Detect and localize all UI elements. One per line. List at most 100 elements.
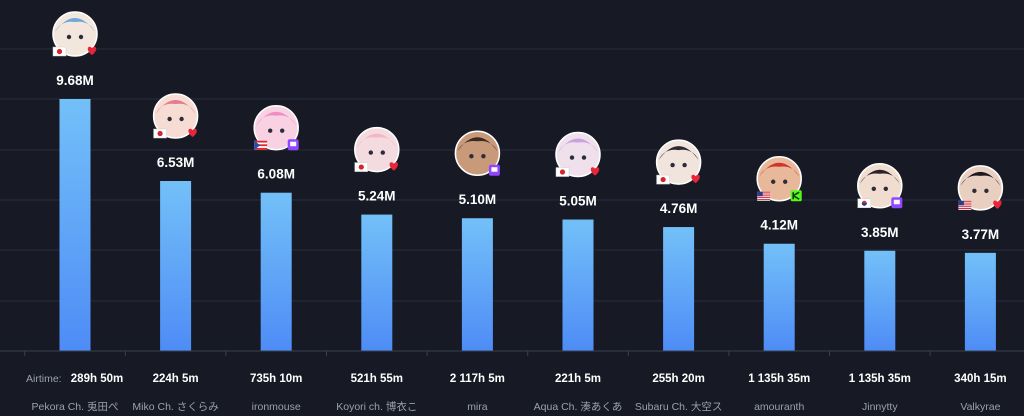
- value-label: 3.77M: [962, 227, 1000, 242]
- value-label: 6.53M: [157, 155, 195, 170]
- avatar-eye: [380, 150, 385, 155]
- category-label: amouranth: [754, 401, 804, 413]
- flag-us-stripe: [958, 204, 972, 206]
- avatar-9: [957, 165, 1004, 211]
- airtime-value: 255h 20m: [652, 373, 704, 385]
- airtime-value: 2 117h 5m: [450, 373, 505, 385]
- value-label: 6.08M: [257, 167, 295, 182]
- flag-kr-half: [861, 203, 867, 206]
- twitch-icon-screen: [893, 199, 900, 205]
- avatar-eye: [783, 179, 788, 184]
- airtime-values: 289h 50m 224h 5m 735h 10m 521h 55m 2 117h 5m…: [71, 373, 1007, 385]
- avatar-eye: [66, 34, 72, 40]
- value-label: 9.68M: [56, 73, 94, 88]
- flag-jp-dot: [660, 176, 666, 183]
- category-label: Valkyrae: [960, 401, 1000, 413]
- airtime-value: 224h 5m: [153, 373, 199, 385]
- bar: [59, 99, 91, 351]
- x-axis: [0, 350, 1024, 356]
- avatar-8: [857, 163, 903, 209]
- flag-us-stripe: [757, 195, 771, 197]
- airtime-value: 340h 15m: [954, 373, 1006, 385]
- airtime-value: 521h 55m: [351, 373, 403, 385]
- flag-us-canton: [757, 191, 763, 197]
- avatar-eye: [469, 154, 474, 159]
- avatar-hair: [256, 111, 297, 126]
- flag-jp-dot: [56, 48, 63, 55]
- value-label: 4.12M: [760, 218, 798, 233]
- avatar-hair: [759, 162, 800, 177]
- avatar-eye: [670, 162, 675, 168]
- flag-jp-dot: [358, 164, 364, 170]
- airtime-value: 1 135h 35m: [748, 373, 810, 385]
- bar: [361, 214, 393, 351]
- avatar-2: [253, 104, 299, 151]
- flag-jp-dot: [157, 130, 163, 137]
- avatar-hair: [55, 18, 95, 32]
- value-label: 5.05M: [559, 194, 597, 209]
- avatar-0: [52, 11, 98, 57]
- youtube-heart-icon: [590, 167, 600, 176]
- avatar-3: [354, 126, 400, 173]
- airtime-value: 221h 5m: [555, 373, 601, 385]
- avatar-eye: [871, 186, 876, 191]
- avatar-6: [655, 139, 702, 185]
- twitch-icon-screen: [491, 167, 498, 172]
- category-label: Jinnytty: [862, 401, 898, 413]
- bar: [763, 243, 795, 351]
- avatar-4: [454, 130, 501, 176]
- value-label: 3.85M: [861, 225, 899, 240]
- airtime-value: 735h 10m: [250, 373, 302, 385]
- bar: [562, 219, 594, 351]
- category-label: Aqua Ch. 湊あくあ: [534, 400, 623, 413]
- bar: [461, 218, 493, 351]
- bar: [964, 252, 996, 351]
- avatar-eye: [268, 128, 273, 133]
- avatar-eye: [682, 162, 687, 168]
- flag-us-stripe: [958, 208, 972, 209]
- avatar-eye: [569, 155, 575, 160]
- flag-pr-stripe: [254, 144, 268, 147]
- avatar-eye: [883, 186, 888, 191]
- flag-us-icon: [757, 191, 771, 201]
- value-label: 5.24M: [358, 189, 396, 204]
- avatar-hair: [356, 133, 397, 148]
- avatar-hair: [658, 146, 699, 161]
- value-label: 5.10M: [459, 192, 497, 207]
- avatar-eye: [179, 116, 184, 122]
- category-label: Koyori ch. 博衣こ: [336, 400, 417, 413]
- category-label: Pekora Ch. 兎田ぺ: [32, 401, 119, 413]
- avatar-7: [756, 155, 802, 202]
- category-label: Subaru Ch. 大空ス: [635, 400, 723, 413]
- avatar-1: [152, 93, 199, 139]
- category-label: mira: [467, 401, 488, 413]
- kick-icon-glyph: [792, 191, 800, 200]
- flag-us-stripe: [757, 193, 771, 195]
- bar: [160, 181, 192, 351]
- airtime-value: 289h 50m: [71, 373, 123, 385]
- bars: [59, 99, 996, 351]
- avatar-eye: [78, 34, 84, 40]
- flag-us-icon: [958, 200, 972, 210]
- flag-pr-stripe: [254, 147, 268, 150]
- avatar-eye: [771, 179, 776, 184]
- youtube-heart-icon: [389, 162, 398, 171]
- value-labels: 9.68M 6.53M 6.08M 5.24M 5.10M 5.05M 4.76M 4.12M…: [56, 73, 999, 242]
- bar: [260, 192, 292, 351]
- avatar-hair: [155, 100, 196, 115]
- flag-us-canton: [958, 200, 964, 206]
- youtube-heart-icon: [691, 174, 700, 184]
- flag-us-stripe: [958, 206, 972, 208]
- avatar-eye: [481, 154, 486, 159]
- youtube-heart-icon: [993, 200, 1002, 209]
- twitch-icon-screen: [290, 141, 297, 147]
- youtube-heart-icon: [188, 128, 197, 138]
- category-labels: Pekora Ch. 兎田ぺ Miko Ch. さくらみ ironmouse Koyo…: [32, 400, 1001, 413]
- flag-us-stripe: [757, 191, 771, 193]
- avatar-eye: [167, 116, 172, 122]
- bar: [663, 227, 695, 351]
- flag-pr-triangle: [254, 140, 261, 150]
- avatar-eye: [972, 188, 977, 194]
- kick-icon: [790, 190, 802, 202]
- avatar-hair: [457, 137, 498, 152]
